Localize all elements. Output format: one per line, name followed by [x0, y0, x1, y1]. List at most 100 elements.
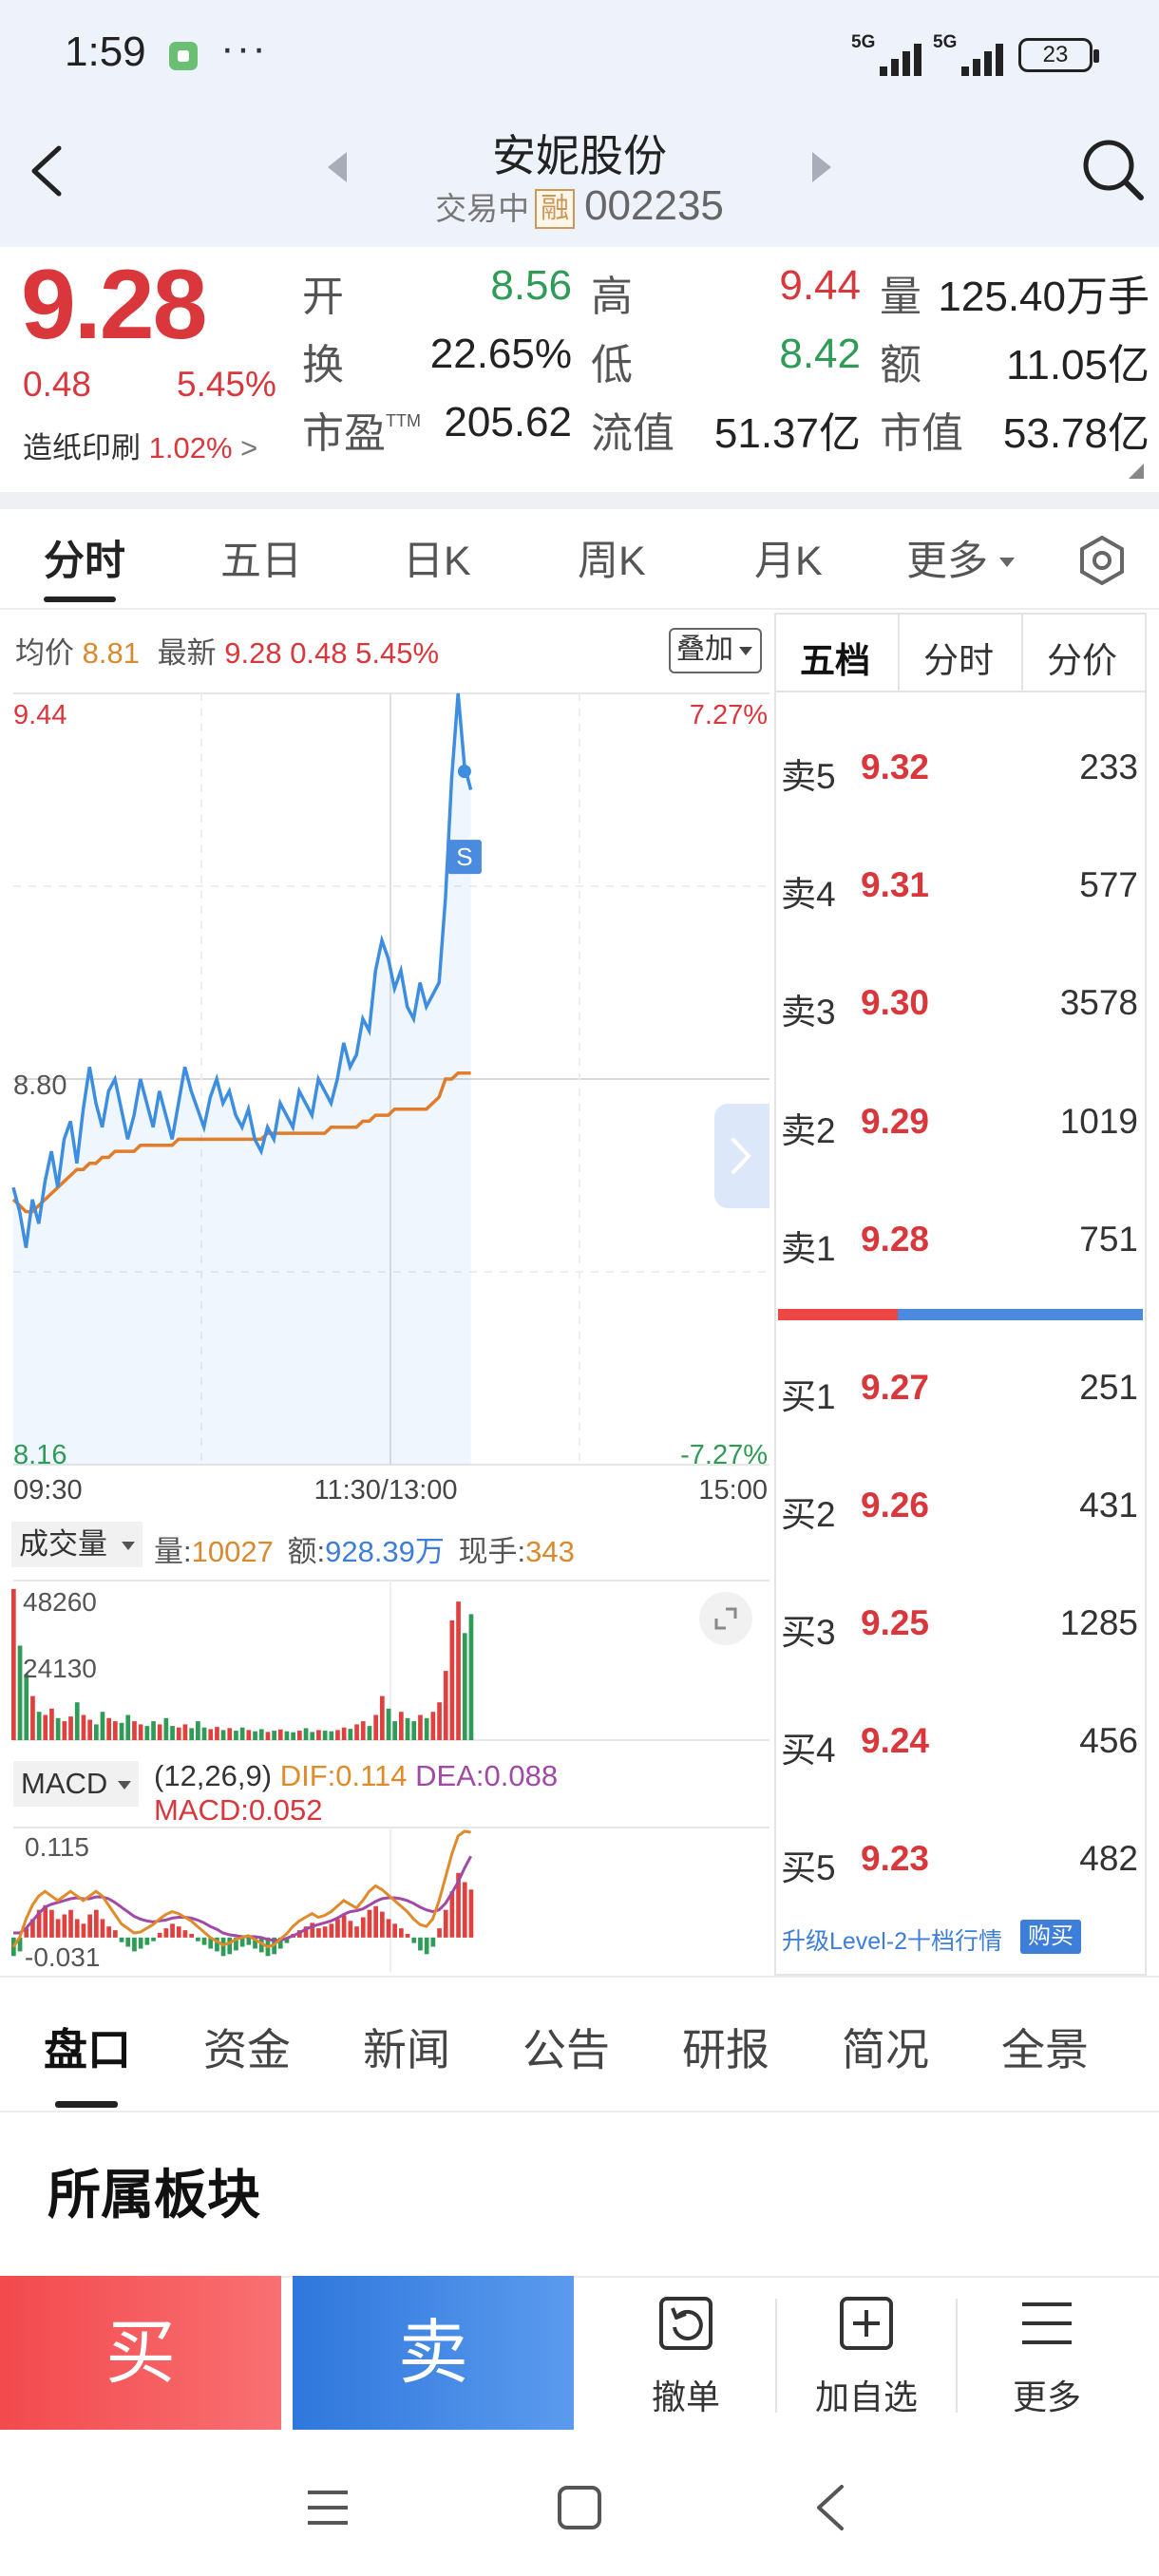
volume-bar	[239, 1727, 245, 1740]
chart-settings-icon[interactable]	[1074, 532, 1130, 589]
divider	[0, 608, 1159, 610]
macd-bar	[55, 1919, 61, 1938]
macd-bar	[443, 1909, 448, 1938]
volume-bar	[49, 1708, 54, 1740]
volume-bar	[449, 1620, 455, 1740]
bid-2-vol: 431	[1079, 1486, 1138, 1525]
upgrade-level2-link[interactable]: 升级Level-2十档行情	[782, 1928, 1002, 1955]
price-line	[11, 692, 473, 1248]
expand-icon[interactable]	[699, 1592, 752, 1645]
dif-line	[11, 1829, 471, 1949]
ask-4-label: 卖4	[781, 875, 836, 914]
volume-bar	[373, 1714, 378, 1740]
side-panel-toggle[interactable]	[714, 1104, 770, 1208]
ask-2-price[interactable]: 9.29	[861, 1102, 930, 1141]
tab-weekly-k[interactable]: 周K	[578, 539, 646, 584]
last-change: 0.48	[290, 636, 348, 670]
volume-bar	[468, 1614, 474, 1740]
tab-monthly-k[interactable]: 月K	[754, 539, 823, 584]
stock-name: 安妮股份	[492, 131, 667, 180]
tab-ticks[interactable]: 分时	[923, 641, 994, 680]
volume-bar	[258, 1729, 264, 1740]
y-tick-high: 9.44	[13, 700, 66, 730]
add-watchlist-button[interactable]: 加自选	[781, 2293, 952, 2419]
volume-bar	[170, 1726, 175, 1740]
macd-indicator-select[interactable]: MACD	[13, 1761, 139, 1807]
macd-bar	[189, 1934, 194, 1938]
recent-apps-icon[interactable]	[304, 2485, 352, 2530]
back-icon[interactable]	[21, 142, 78, 199]
volume-bar	[367, 1726, 372, 1740]
bid-5-price[interactable]: 9.23	[861, 1839, 930, 1878]
tab-news[interactable]: 新闻	[363, 2025, 450, 2074]
stock-subtitle: 交易中融 002235	[0, 182, 1159, 230]
tab-five-day[interactable]: 五日	[220, 539, 302, 584]
macd-bar	[119, 1937, 124, 1942]
signal-5g-icon: 5G	[933, 32, 1009, 76]
volume-bar	[418, 1714, 423, 1740]
ask-4-price[interactable]: 9.31	[861, 865, 930, 904]
expand-quote-icon[interactable]	[1129, 464, 1144, 479]
ask-3-price[interactable]: 9.30	[861, 983, 930, 1022]
tab-intraday[interactable]: 分时	[44, 539, 125, 584]
sector-link[interactable]: 造纸印刷 1.02% >	[23, 424, 257, 466]
macd-bar	[68, 1909, 73, 1938]
search-icon[interactable]	[1078, 135, 1147, 203]
low-label: 低	[591, 342, 633, 388]
sell-button[interactable]: 卖	[293, 2276, 574, 2430]
macd-bar	[170, 1923, 175, 1938]
macd-bar	[277, 1937, 283, 1949]
buy-button[interactable]: 买	[0, 2276, 281, 2430]
menu-icon	[1022, 2302, 1072, 2344]
tab-announcements[interactable]: 公告	[522, 2025, 610, 2074]
macd-bar	[74, 1919, 80, 1938]
tab-more[interactable]: 更多	[906, 528, 1015, 587]
tab-overview[interactable]: 全景	[1001, 2025, 1089, 2074]
ask-5-vol: 233	[1079, 748, 1138, 786]
tab-profile[interactable]: 简况	[842, 2025, 929, 2074]
volume-bar	[430, 1712, 436, 1740]
prev-stock-icon[interactable]	[328, 152, 347, 182]
next-stock-icon[interactable]	[812, 152, 831, 182]
macd-bar	[354, 1926, 359, 1938]
volume-bar	[227, 1728, 233, 1740]
volume-bar	[316, 1730, 321, 1740]
bid-3-price[interactable]: 9.25	[861, 1603, 930, 1642]
macd-bar	[329, 1923, 334, 1938]
bid-2-price[interactable]: 9.26	[861, 1486, 930, 1525]
macd-value: MACD:0.052	[154, 1793, 323, 1827]
last-label: 最新	[157, 636, 217, 670]
volume-bar	[456, 1601, 461, 1740]
cancel-order-button[interactable]: 撤单	[600, 2293, 771, 2419]
buy-level2-button[interactable]: 购买	[1020, 1920, 1081, 1954]
divider	[898, 615, 900, 691]
macd-bar	[215, 1937, 219, 1952]
volume-bar	[360, 1721, 366, 1740]
status-time: 1:59	[65, 28, 146, 75]
more-button[interactable]: 更多	[961, 2293, 1132, 2419]
bid-4-price[interactable]: 9.24	[861, 1721, 930, 1760]
overlay-button[interactable]: 叠加	[669, 628, 762, 673]
current-price: 9.28	[21, 250, 207, 360]
ask-5-price[interactable]: 9.32	[861, 748, 930, 786]
avg-value: 8.81	[82, 636, 140, 670]
tab-market-depth[interactable]: 盘口	[44, 2025, 131, 2074]
tab-five-levels[interactable]: 五档	[800, 641, 870, 680]
bid-1-price[interactable]: 9.27	[861, 1368, 930, 1407]
sell-signal-marker[interactable]: S	[446, 840, 482, 875]
tab-research[interactable]: 研报	[682, 2025, 770, 2074]
tab-funds[interactable]: 资金	[203, 2025, 291, 2074]
home-icon[interactable]	[555, 2483, 604, 2532]
tab-price-dist[interactable]: 分价	[1047, 641, 1117, 680]
macd-bar	[392, 1923, 397, 1938]
chevron-right-icon	[732, 1138, 751, 1174]
macd-bar	[373, 1905, 378, 1938]
volume-indicator-select[interactable]: 成交量	[11, 1522, 142, 1567]
macd-bar	[87, 1914, 92, 1938]
ask-1-price[interactable]: 9.28	[861, 1220, 930, 1259]
price-change-pct: 5.45%	[177, 365, 276, 404]
intraday-price-chart[interactable]: S 9.44 8.80 8.16 7.27% -7.27% 09:30 11:3…	[0, 684, 774, 1520]
nav-back-icon[interactable]	[809, 2483, 851, 2532]
tab-daily-k[interactable]: 日K	[403, 539, 471, 584]
volume-qty: 10027	[191, 1535, 274, 1568]
